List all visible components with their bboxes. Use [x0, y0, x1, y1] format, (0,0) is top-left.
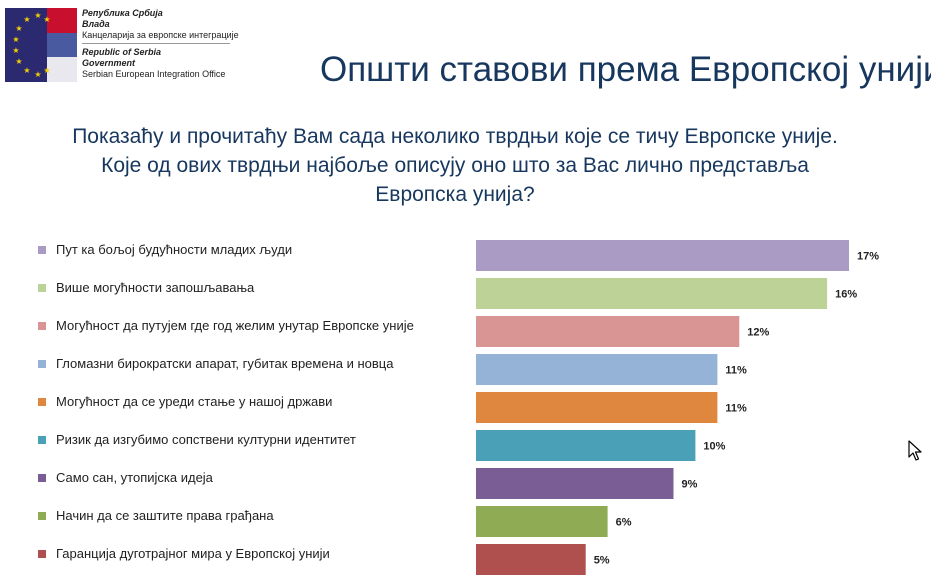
data-label: 9%	[682, 479, 698, 491]
category-label: Само сан, утопијска идеја	[56, 470, 214, 485]
legend-swatch	[38, 246, 46, 254]
bar	[476, 316, 740, 347]
org-line-republic-cyr: Република Србија	[82, 8, 163, 18]
category-label: Више могућности запошљавања	[56, 280, 255, 295]
category-label: Могућност да се уреди стање у нашој држа…	[56, 394, 332, 409]
bar	[476, 544, 586, 575]
legend-swatch	[38, 322, 46, 330]
serbian-government-logo: ★ ★ ★ ★ ★ ★ ★ ★ ★ ★	[5, 8, 77, 82]
svg-text:★: ★	[34, 11, 41, 20]
legend-swatch	[38, 436, 46, 444]
org-line-republic-en: Republic of Serbia	[82, 47, 162, 57]
svg-text:★: ★	[23, 66, 30, 75]
bar	[476, 240, 849, 271]
page-title: Општи ставови према Европској унији	[320, 50, 931, 89]
data-label: 6%	[616, 517, 632, 529]
bar	[476, 278, 828, 309]
data-label: 11%	[725, 365, 747, 377]
org-divider	[82, 43, 230, 44]
org-line-office-en: Serbian European Integration Office	[82, 69, 226, 79]
category-label: Начин да се заштите права грађана	[56, 508, 274, 523]
svg-text:★: ★	[12, 46, 19, 55]
svg-text:★: ★	[43, 15, 50, 24]
data-label: 11%	[725, 403, 747, 415]
bar	[476, 468, 674, 499]
svg-text:★: ★	[23, 15, 30, 24]
data-label: 10%	[703, 441, 725, 453]
category-label: Гаранција дуготрајног мира у Европској у…	[56, 546, 330, 561]
data-label: 17%	[857, 251, 879, 263]
legend-swatch	[38, 512, 46, 520]
svg-text:★: ★	[12, 35, 19, 44]
org-line-government-en: Government	[82, 58, 136, 68]
svg-text:★: ★	[43, 66, 50, 75]
bar	[476, 430, 696, 461]
organization-name: Република Србија Влада Канцеларија за ев…	[82, 8, 239, 80]
svg-text:★: ★	[34, 70, 41, 79]
svg-text:★: ★	[15, 24, 22, 33]
legend-swatch	[38, 360, 46, 368]
data-label: 16%	[835, 289, 857, 301]
category-label: Гломазни бирократски апарат, губитак вре…	[56, 356, 394, 371]
bar	[476, 392, 718, 423]
category-label: Пут ка бољој будућности младих људи	[56, 242, 292, 257]
data-label: 5%	[594, 555, 610, 567]
legend-swatch	[38, 398, 46, 406]
svg-text:★: ★	[15, 57, 22, 66]
data-label: 12%	[747, 327, 769, 339]
category-label: Могућност да путујем где год желим унута…	[56, 318, 414, 333]
legend-swatch	[38, 474, 46, 482]
org-line-office-cyr: Канцеларија за европске интеграције	[82, 30, 239, 40]
survey-question: Показаћу и прочитаћу Вам сада неколико т…	[72, 125, 838, 206]
bar	[476, 354, 718, 385]
mouse-cursor-icon	[908, 440, 922, 461]
bar	[476, 506, 608, 537]
legend-swatch	[38, 284, 46, 292]
legend-swatch	[38, 550, 46, 558]
org-line-government-cyr: Влада	[82, 19, 110, 29]
category-label: Ризик да изгубимо сопствени културни иде…	[56, 432, 356, 447]
